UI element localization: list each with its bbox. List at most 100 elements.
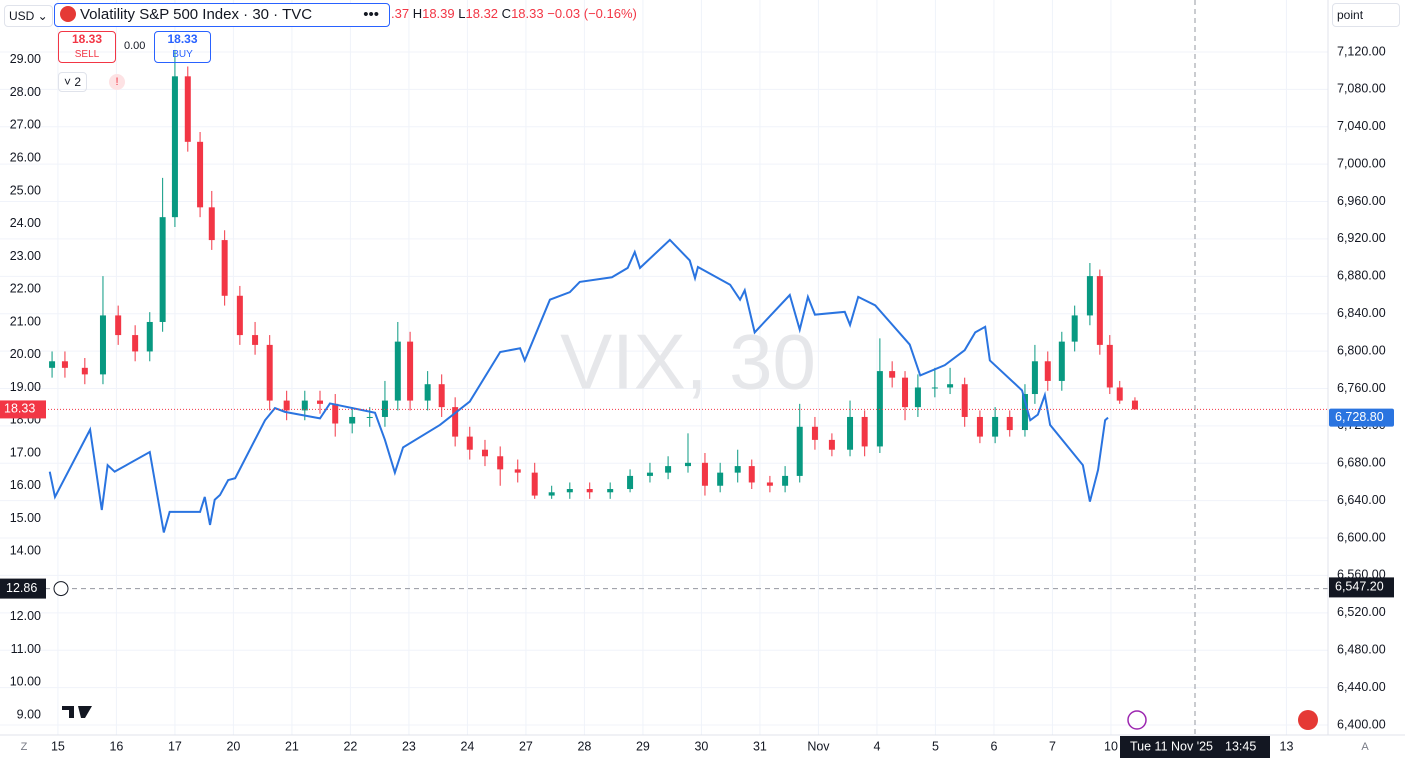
candle-body (115, 315, 122, 336)
candle-body (902, 377, 909, 408)
x-tick-label: 20 (226, 739, 240, 753)
last-price-box (0, 400, 46, 419)
crosshair-plus (53, 581, 69, 597)
y2-tick-label: 6,520.00 (1337, 605, 1386, 619)
candle-body (349, 416, 356, 424)
y-tick-label: 28.00 (10, 85, 41, 99)
candle-body (1116, 387, 1123, 401)
warning-icon[interactable]: ! (109, 74, 125, 90)
sell-label: SELL (74, 49, 100, 60)
open: .37 (391, 6, 410, 21)
candle-body (931, 387, 938, 389)
candle-body (221, 240, 228, 296)
y-tick-label: 12.00 (10, 609, 41, 623)
x-tick-label: 7 (1049, 739, 1056, 753)
candle-body (381, 400, 388, 417)
y2-tick-label: 6,960.00 (1337, 194, 1386, 208)
candle-body (889, 371, 896, 378)
candle-body (811, 426, 818, 440)
candle-body (1044, 361, 1051, 381)
buy-label: BUY (172, 49, 193, 60)
crosshair-time: 13:45 (1225, 739, 1256, 753)
candle-body (1021, 394, 1028, 431)
currency: USD (9, 9, 35, 23)
candle-body (1031, 361, 1038, 395)
candle-body (782, 475, 789, 486)
y-tick-label: 29.00 (10, 52, 41, 66)
c-label: C (501, 6, 512, 21)
y-tick-label: 22.00 (10, 282, 41, 296)
candle-body (1131, 400, 1138, 410)
y-tick-label: 10.00 (10, 675, 41, 689)
y2-tick-label: 7,000.00 (1337, 156, 1386, 170)
candle-body (407, 341, 414, 401)
indicators-toggle[interactable]: ˅ 2 (58, 72, 88, 92)
plot (0, 50, 1328, 590)
scale-unit[interactable]: point (1332, 3, 1400, 27)
y2-tick-label: 6,600.00 (1337, 530, 1386, 544)
l-label: L (458, 6, 466, 21)
x-tick-label: 30 (694, 739, 708, 753)
candle-body (992, 416, 999, 437)
x-tick-label: 16 (109, 739, 123, 753)
candle-body (159, 217, 166, 322)
y-tick-label: 27.00 (10, 118, 41, 132)
spread: 0.00 (124, 40, 146, 52)
candle-body (366, 416, 373, 418)
candle-body (914, 387, 921, 408)
candle-body (976, 416, 983, 437)
close: 18.33 (511, 6, 544, 21)
candle-body (438, 384, 445, 408)
x-tick-label: Nov (807, 739, 830, 753)
candle-body (531, 472, 538, 496)
buy-button[interactable]: 18.33 BUY (154, 31, 211, 63)
candle-body (301, 400, 308, 411)
symbol-box[interactable]: Volatility S&P 500 Index · 30 · TVC ••• (54, 3, 390, 27)
candle-body (49, 361, 56, 368)
auto-scale-button[interactable]: A (1361, 741, 1369, 753)
x-tick-label: 17 (168, 739, 182, 753)
x-tick-label: 10 (1104, 739, 1118, 753)
y-tick-label: 9.00 (17, 707, 41, 721)
candle-body (283, 400, 290, 411)
y2-tick-label: 6,800.00 (1337, 343, 1386, 357)
x-tick-label: 23 (402, 739, 416, 753)
candle-body (566, 489, 573, 493)
logo (62, 706, 92, 718)
ohlc: .37 H18.39 L18.32 C18.33 −0.03 (−0.16%) (391, 6, 637, 21)
y2-tick-label: 6,480.00 (1337, 643, 1386, 657)
zoom-button[interactable]: Z (21, 741, 28, 753)
candle-body (1096, 276, 1103, 345)
currency-button[interactable]: USD ⌄ (4, 5, 53, 27)
x-tick-label: 29 (636, 739, 650, 753)
y2-tick-label: 6,440.00 (1337, 680, 1386, 694)
more-button[interactable]: ••• (363, 6, 379, 23)
y-tick-label: 23.00 (10, 249, 41, 263)
candle-body (717, 472, 724, 486)
y-tick-label: 11.00 (11, 642, 41, 656)
candle-body (586, 489, 593, 493)
candle-body (184, 76, 191, 142)
candle-body (424, 384, 431, 401)
candle-body (1086, 276, 1093, 316)
y-tick-label: 21.00 (10, 314, 41, 328)
flag-icon[interactable] (1298, 710, 1318, 730)
x-tick-label: 15 (51, 739, 65, 753)
y-tick-label: 25.00 (10, 183, 41, 197)
line-series (48, 238, 1109, 533)
sell-button[interactable]: 18.33 SELL (58, 31, 116, 63)
watermark: VIX, 30 (560, 318, 816, 406)
indicators-count: 2 (74, 75, 82, 89)
candle-body (132, 335, 139, 352)
bolt-icon[interactable] (1127, 710, 1147, 730)
low: 18.32 (465, 6, 499, 21)
candle-body (481, 449, 488, 457)
crosshair-date-box (1120, 736, 1270, 758)
candle-body (452, 407, 459, 437)
right-axis-panel (1328, 0, 1405, 763)
candle-body (61, 361, 68, 368)
x-tick-label: 27 (519, 739, 533, 753)
x-tick-label: 4 (873, 739, 880, 753)
